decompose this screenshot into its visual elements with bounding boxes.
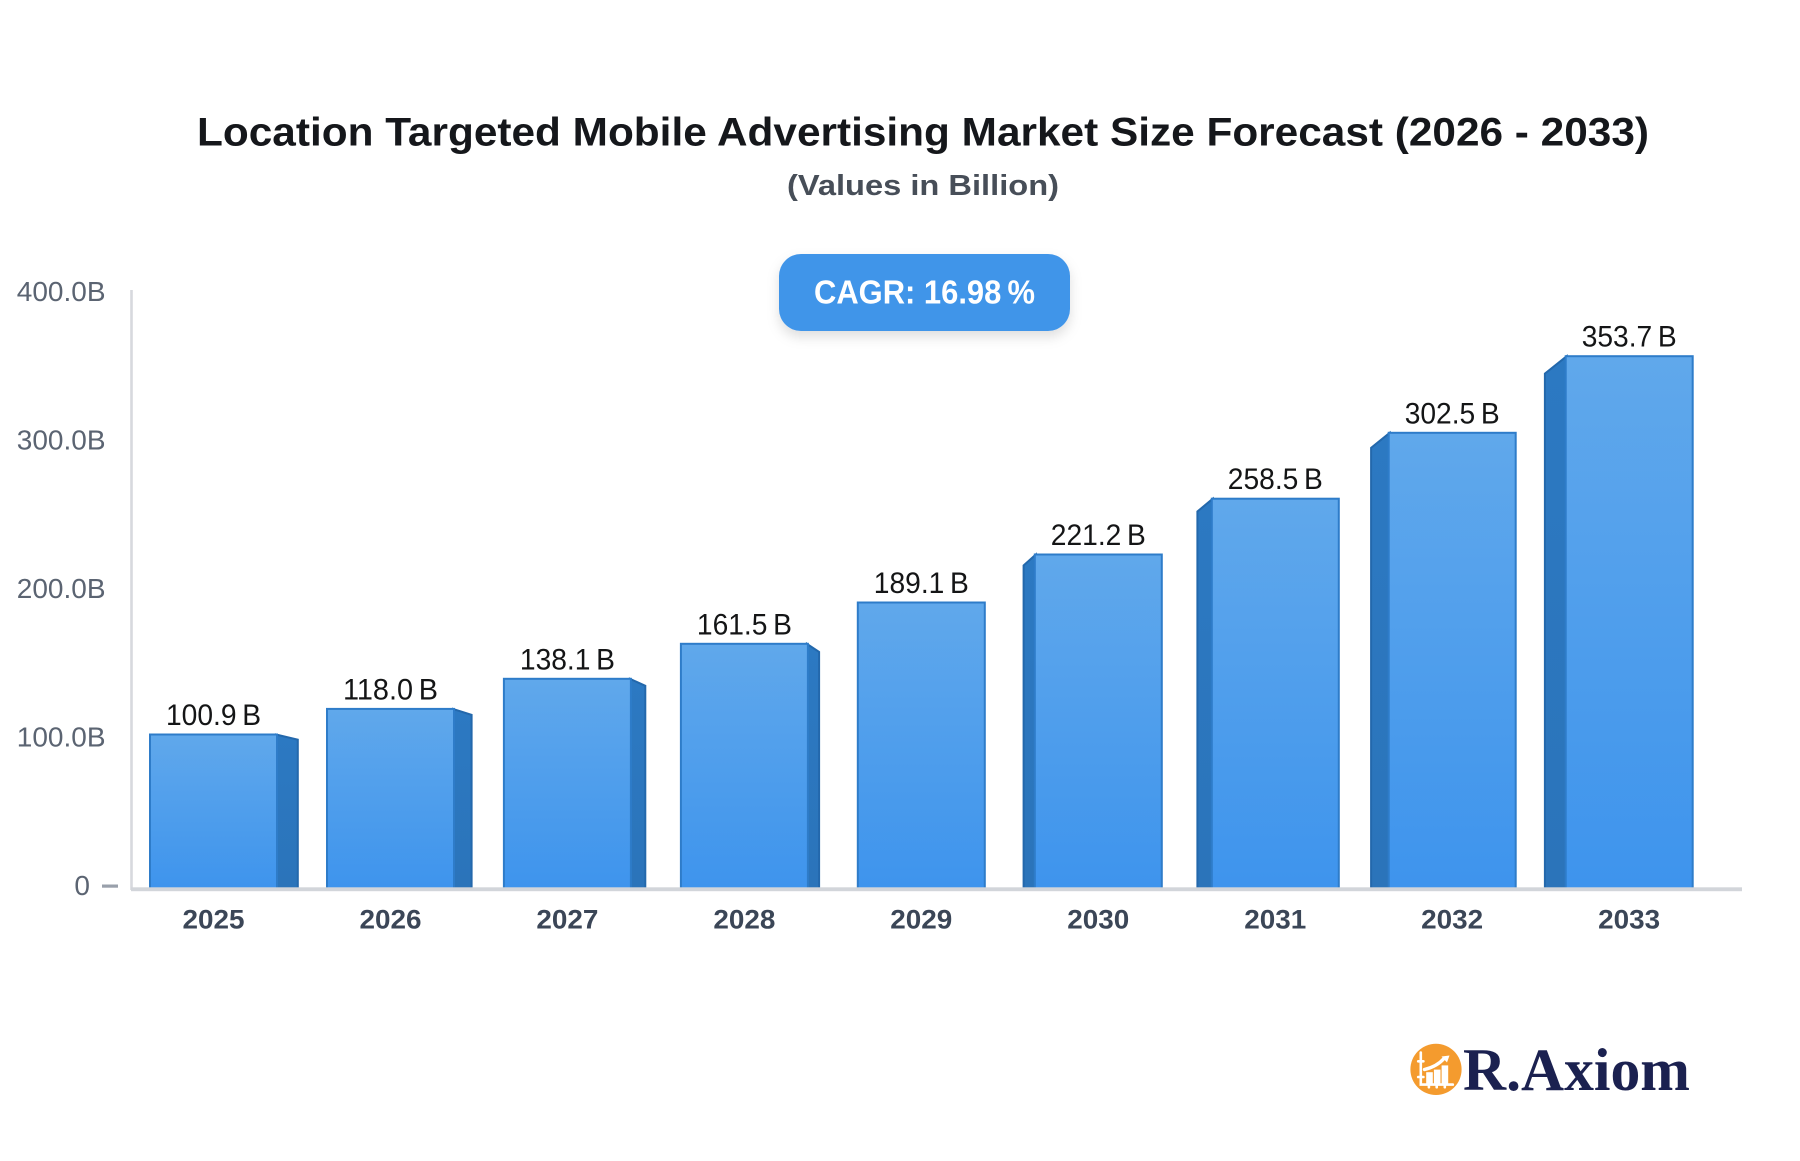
svg-text:221.2 B: 221.2 B bbox=[1051, 519, 1146, 552]
svg-text:400.0B: 400.0B bbox=[17, 276, 106, 307]
svg-text:258.5 B: 258.5 B bbox=[1228, 463, 1323, 496]
svg-text:200.0B: 200.0B bbox=[17, 573, 106, 604]
svg-text:2025: 2025 bbox=[183, 905, 245, 935]
svg-text:2029: 2029 bbox=[890, 905, 952, 935]
svg-text:302.5 B: 302.5 B bbox=[1405, 397, 1500, 430]
svg-text:R.Axiom: R.Axiom bbox=[1463, 1037, 1690, 1103]
svg-text:2031: 2031 bbox=[1244, 905, 1306, 935]
svg-text:0: 0 bbox=[74, 870, 90, 901]
svg-text:2028: 2028 bbox=[713, 905, 775, 935]
svg-text:CAGR: 16.98 %: CAGR: 16.98 % bbox=[814, 274, 1035, 311]
svg-text:Location Targeted Mobile Adver: Location Targeted Mobile Advertising Mar… bbox=[197, 111, 1649, 155]
svg-text:100.0B: 100.0B bbox=[17, 722, 106, 753]
svg-text:2027: 2027 bbox=[536, 905, 598, 935]
svg-text:118.0 B: 118.0 B bbox=[343, 673, 438, 706]
svg-text:2030: 2030 bbox=[1067, 905, 1129, 935]
svg-text:2033: 2033 bbox=[1598, 905, 1660, 935]
svg-text:161.5 B: 161.5 B bbox=[697, 608, 792, 641]
svg-text:138.1 B: 138.1 B bbox=[520, 643, 615, 676]
svg-text:100.9 B: 100.9 B bbox=[166, 699, 261, 732]
svg-text:300.0B: 300.0B bbox=[17, 425, 106, 456]
svg-text:(Values in Billion): (Values in Billion) bbox=[787, 170, 1059, 202]
svg-text:353.7 B: 353.7 B bbox=[1582, 321, 1677, 354]
svg-text:2032: 2032 bbox=[1421, 905, 1483, 935]
svg-text:189.1 B: 189.1 B bbox=[874, 567, 969, 600]
svg-text:2026: 2026 bbox=[360, 905, 422, 935]
